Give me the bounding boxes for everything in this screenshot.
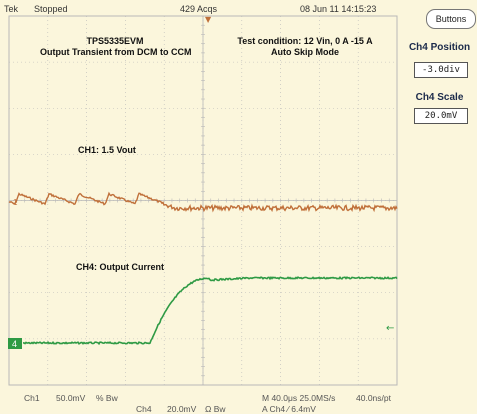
- title-line2: Output Transient from DCM to CCM: [40, 47, 192, 57]
- ch4-annotation: CH4: Output Current: [76, 262, 164, 272]
- ch1-annotation: CH1: 1.5 Vout: [78, 145, 136, 155]
- ch1-marker[interactable]: 1: [13, 198, 18, 207]
- trigger-readout[interactable]: A Ch4 ⁄ 6.4mV: [262, 404, 316, 414]
- ch1-flags: % Bw: [96, 393, 118, 403]
- brand-label: Tek: [4, 4, 19, 14]
- ch4-scale[interactable]: 20.0mV: [167, 404, 197, 414]
- status-bar: Tek Stopped 429 Acqs 08 Jun 11 14:15:23: [0, 0, 400, 18]
- timebase[interactable]: M 40.0μs 25.0MS/s: [262, 393, 336, 403]
- ch1-trace: [8, 191, 398, 213]
- ch1-name[interactable]: Ch1: [24, 393, 40, 403]
- test-line1: Test condition: 12 Vin, 0 A -15 A: [237, 36, 373, 46]
- test-line2: Auto Skip Mode: [271, 47, 339, 57]
- acquisition-count: 429 Acqs: [180, 4, 218, 14]
- ch4-position-label: Ch4 Position: [408, 42, 471, 53]
- title-line1: TPS5335EVM: [86, 36, 144, 46]
- ch4-flags: Ω Bw: [205, 404, 226, 414]
- run-state: Stopped: [34, 4, 68, 14]
- ch4-scale-value[interactable]: 20.0mV: [414, 108, 468, 124]
- ch4-ground-marker[interactable]: 4: [8, 338, 22, 349]
- record-length: 40.0ns/pt: [356, 393, 391, 403]
- ch4-scale-label: Ch4 Scale: [415, 92, 464, 103]
- ch1-scale[interactable]: 50.0mV: [56, 393, 86, 403]
- title-annotation: TPS5335EVM Output Transient from DCM to …: [40, 36, 192, 58]
- trigger-level-arrow[interactable]: ←: [386, 323, 394, 334]
- ch4-name[interactable]: Ch4: [136, 404, 152, 414]
- ch4-trace: [23, 275, 398, 346]
- test-annotation: Test condition: 12 Vin, 0 A -15 A Auto S…: [220, 36, 390, 58]
- ch4-position-value[interactable]: -3.0div: [414, 62, 468, 78]
- datetime: 08 Jun 11 14:15:23: [300, 4, 377, 14]
- graticule: [8, 15, 398, 386]
- buttons-button[interactable]: Buttons: [426, 9, 476, 29]
- ch4-marker: 4: [12, 339, 17, 349]
- trigger-position-marker[interactable]: ▼: [205, 15, 212, 24]
- scope-display: 1 4 ← ▼: [8, 15, 398, 386]
